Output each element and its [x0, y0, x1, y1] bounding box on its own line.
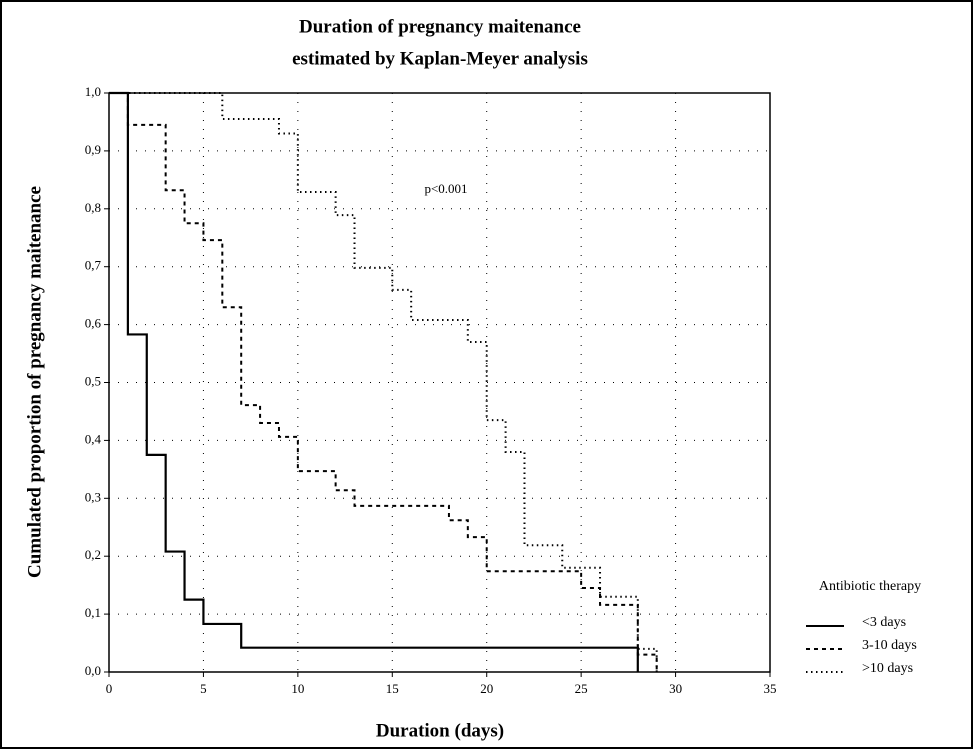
y-tick-label: 0,8 [85, 200, 101, 215]
chart-title: Duration of pregnancy maitenance [299, 16, 581, 37]
survival-line [109, 92, 658, 672]
x-tick-label: 10 [291, 681, 304, 696]
x-tick-label: 0 [106, 681, 113, 696]
x-tick-label: 20 [480, 681, 493, 696]
x-tick-label: 25 [575, 681, 588, 696]
legend-label: <3 days [862, 615, 906, 630]
y-tick-label: 0,3 [85, 489, 101, 504]
y-tick-label: 0,1 [85, 605, 101, 620]
y-tick-label: 0,6 [85, 316, 102, 331]
x-tick-label: 30 [669, 681, 682, 696]
y-axis-label: Cumulated proportion of pregnancy maiten… [24, 186, 45, 578]
y-tick-label: 1,0 [85, 84, 101, 99]
legend-label: 3-10 days [862, 638, 917, 653]
x-tick-label: 15 [386, 681, 399, 696]
x-tick-label: 35 [764, 681, 777, 696]
legend-label: >10 days [862, 661, 913, 676]
annotation: p<0.001 [424, 181, 467, 196]
y-tick-label: 0,5 [85, 373, 101, 388]
x-axis-label: Duration (days) [376, 720, 504, 741]
plot-area [108, 92, 771, 673]
y-tick-label: 0,7 [85, 258, 102, 273]
y-tick-label: 0,9 [85, 142, 101, 157]
x-tick-label: 5 [200, 681, 207, 696]
chart-title: estimated by Kaplan-Meyer analysis [292, 48, 588, 69]
survival-line [109, 91, 639, 672]
y-tick-label: 0,2 [85, 547, 101, 562]
legend-title: Antibiotic therapy [819, 579, 921, 594]
y-tick-label: 0,0 [85, 663, 101, 678]
y-tick-label: 0,4 [85, 431, 102, 446]
